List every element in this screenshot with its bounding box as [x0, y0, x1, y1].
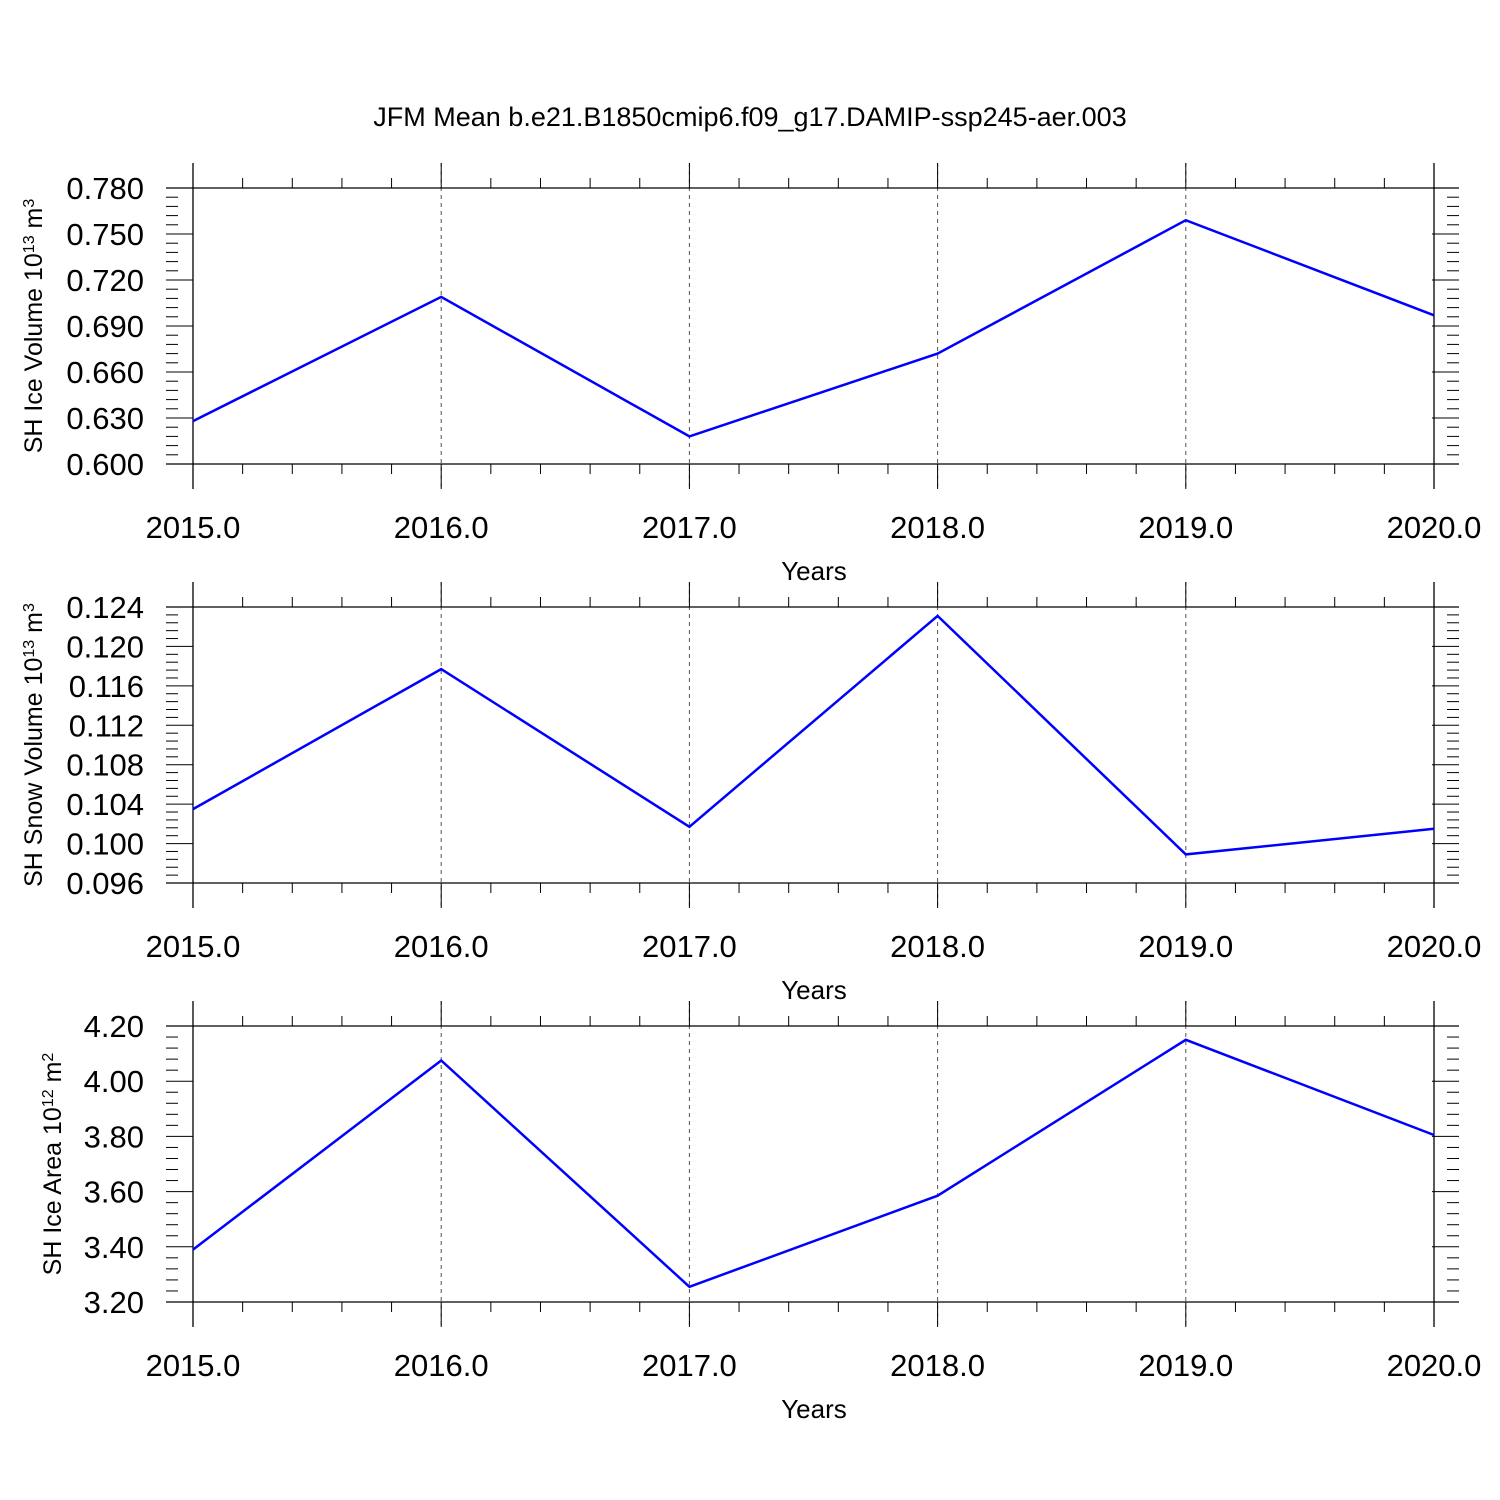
x-tick-label: 2019.0 [1138, 510, 1233, 545]
x-tick-label: 2015.0 [146, 1348, 241, 1383]
y-tick-label: 0.720 [66, 263, 144, 298]
y-tick-label: 0.104 [66, 787, 144, 822]
y-axis-label-superscript: 3 [21, 199, 38, 208]
y-axis-label-part: m [20, 612, 48, 640]
x-tick-label: 2018.0 [890, 510, 985, 545]
series-line [192, 614, 1435, 856]
y-axis-label-superscript: 13 [21, 235, 38, 253]
y-tick-label: 3.60 [84, 1175, 144, 1210]
y-axis-label: SH Ice Area 1012 m2 [39, 1053, 67, 1276]
y-tick-label: 0.120 [66, 629, 144, 664]
y-tick-label: 0.112 [69, 708, 144, 743]
y-axis-label-part: m [20, 208, 48, 236]
y-tick-label: 3.40 [84, 1230, 144, 1265]
y-tick-label: 0.116 [69, 669, 144, 704]
panel-ice-area: 3.20 3.40 3.60 3.80 4.00 4.20 2015.0 2016.0 2017… [39, 1001, 1481, 1424]
y-axis-label-part: m [39, 1062, 67, 1090]
y-tick-label: 0.630 [66, 401, 144, 436]
y-tick-label: 0.600 [66, 447, 144, 482]
x-tick-label: 2016.0 [394, 929, 489, 964]
y-tick-label: 0.096 [66, 866, 144, 901]
x-axis-label: Years [781, 975, 847, 1005]
x-tick-label: 2018.0 [890, 1348, 985, 1383]
y-tick-label: 4.20 [84, 1009, 144, 1044]
x-tick-label: 2015.0 [146, 510, 241, 545]
x-tick-label: 2016.0 [394, 510, 489, 545]
y-axis-label-part: SH Ice Area 10 [39, 1107, 67, 1275]
y-tick-label: 0.100 [66, 827, 144, 862]
x-tick-label: 2020.0 [1387, 1348, 1482, 1383]
x-tick-label: 2019.0 [1138, 929, 1233, 964]
y-tick-label: 0.750 [66, 217, 144, 252]
y-axis-label-part: SH Ice Volume 10 [20, 253, 48, 453]
y-tick-label: 0.690 [66, 309, 144, 344]
x-axis-label: Years [781, 1394, 847, 1424]
y-axis-label-part: SH Snow Volume 10 [20, 658, 48, 887]
panel-snow-volume: 0.096 0.100 0.104 0.108 0.112 0.116 0.120 0.124… [20, 582, 1481, 1005]
y-tick-label: 3.20 [84, 1285, 144, 1320]
x-tick-label: 2017.0 [642, 510, 737, 545]
y-tick-label: 4.00 [84, 1064, 144, 1099]
series-line [192, 1038, 1435, 1289]
y-axis-label-superscript: 3 [21, 603, 38, 612]
y-axis-label: SH Snow Volume 1013 m3 [20, 603, 48, 887]
figure-title: JFM Mean b.e21.B1850cmip6.f09_g17.DAMIP-… [373, 102, 1126, 132]
y-axis-label-superscript: 2 [40, 1053, 57, 1062]
x-tick-label: 2016.0 [394, 1348, 489, 1383]
y-tick-label: 0.780 [66, 171, 144, 206]
y-axis-label-superscript: 13 [21, 640, 38, 658]
series-line [192, 218, 1435, 438]
x-tick-label: 2017.0 [642, 1348, 737, 1383]
y-tick-label: 0.108 [66, 748, 144, 783]
y-tick-label: 0.124 [66, 590, 144, 625]
y-tick-label: 0.660 [66, 355, 144, 390]
y-axis-label: SH Ice Volume 1013 m3 [20, 199, 48, 454]
x-axis-label: Years [781, 556, 847, 586]
y-axis-label-superscript: 12 [40, 1089, 57, 1107]
panel-ice-volume: 0.600 0.630 0.660 0.690 0.720 0.750 0.780 2015.… [20, 163, 1481, 586]
x-tick-label: 2020.0 [1387, 510, 1482, 545]
x-tick-label: 2020.0 [1387, 929, 1482, 964]
x-tick-label: 2015.0 [146, 929, 241, 964]
y-tick-label: 3.80 [84, 1119, 144, 1154]
x-tick-label: 2017.0 [642, 929, 737, 964]
x-tick-label: 2019.0 [1138, 1348, 1233, 1383]
x-tick-label: 2018.0 [890, 929, 985, 964]
